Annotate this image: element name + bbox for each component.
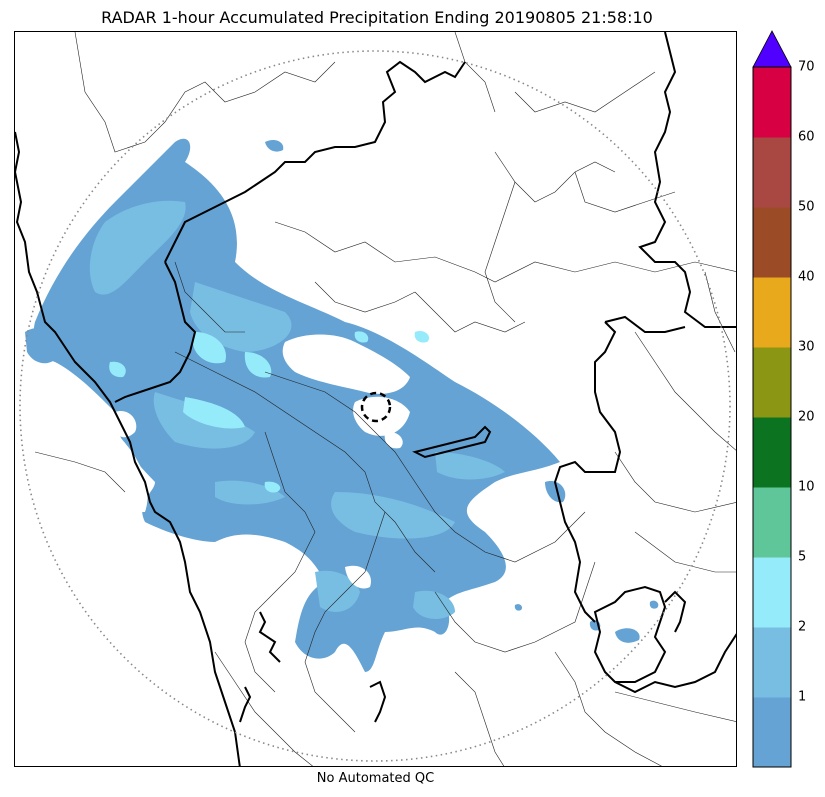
colorbar-extend-arrow [752, 30, 792, 68]
map-canvas [15, 32, 736, 766]
radar-site-marker [360, 391, 392, 423]
colorbar-bin-1 [753, 627, 791, 698]
colorbar-bin-6 [753, 277, 791, 348]
colorbar-svg [752, 30, 792, 768]
colorbar-outline [752, 66, 792, 768]
colorbar-bin-4 [753, 417, 791, 488]
colorbar-tick-label: 5 [798, 549, 807, 565]
colorbar-tick-label: 40 [798, 269, 815, 285]
colorbar-bin-8 [753, 137, 791, 208]
colorbar-tick-label: 30 [798, 339, 815, 355]
colorbar-bin-9 [753, 67, 791, 138]
precipitation-1-2mm [89, 200, 505, 619]
precipitation-field [25, 138, 659, 673]
colorbar-tick-label: 60 [798, 129, 815, 145]
colorbar-tick-label: 20 [798, 409, 815, 425]
colorbar-tick-label: 50 [798, 199, 815, 215]
colorbar-bin-2 [753, 557, 791, 628]
colorbar-bin-0 [753, 697, 791, 768]
colorbar-bin-5 [753, 347, 791, 418]
precipitation-2-5mm [109, 331, 430, 493]
colorbar-tick-label: 10 [798, 479, 815, 495]
state-boundaries [15, 32, 736, 766]
district-boundaries [34, 32, 736, 766]
colorbar-tick-label: 2 [798, 619, 807, 635]
chart-title: RADAR 1-hour Accumulated Precipitation E… [101, 8, 653, 27]
colorbar [752, 30, 792, 768]
colorbar-tick-label: 70 [798, 59, 815, 75]
colorbar-bin-7 [753, 207, 791, 278]
radar-map[interactable] [14, 31, 737, 767]
clear-areas [105, 334, 410, 589]
range-ring [19, 50, 731, 762]
qc-note: No Automated QC [316, 771, 435, 786]
colorbar-tick-label: 1 [798, 689, 807, 705]
colorbar-bin-3 [753, 487, 791, 558]
